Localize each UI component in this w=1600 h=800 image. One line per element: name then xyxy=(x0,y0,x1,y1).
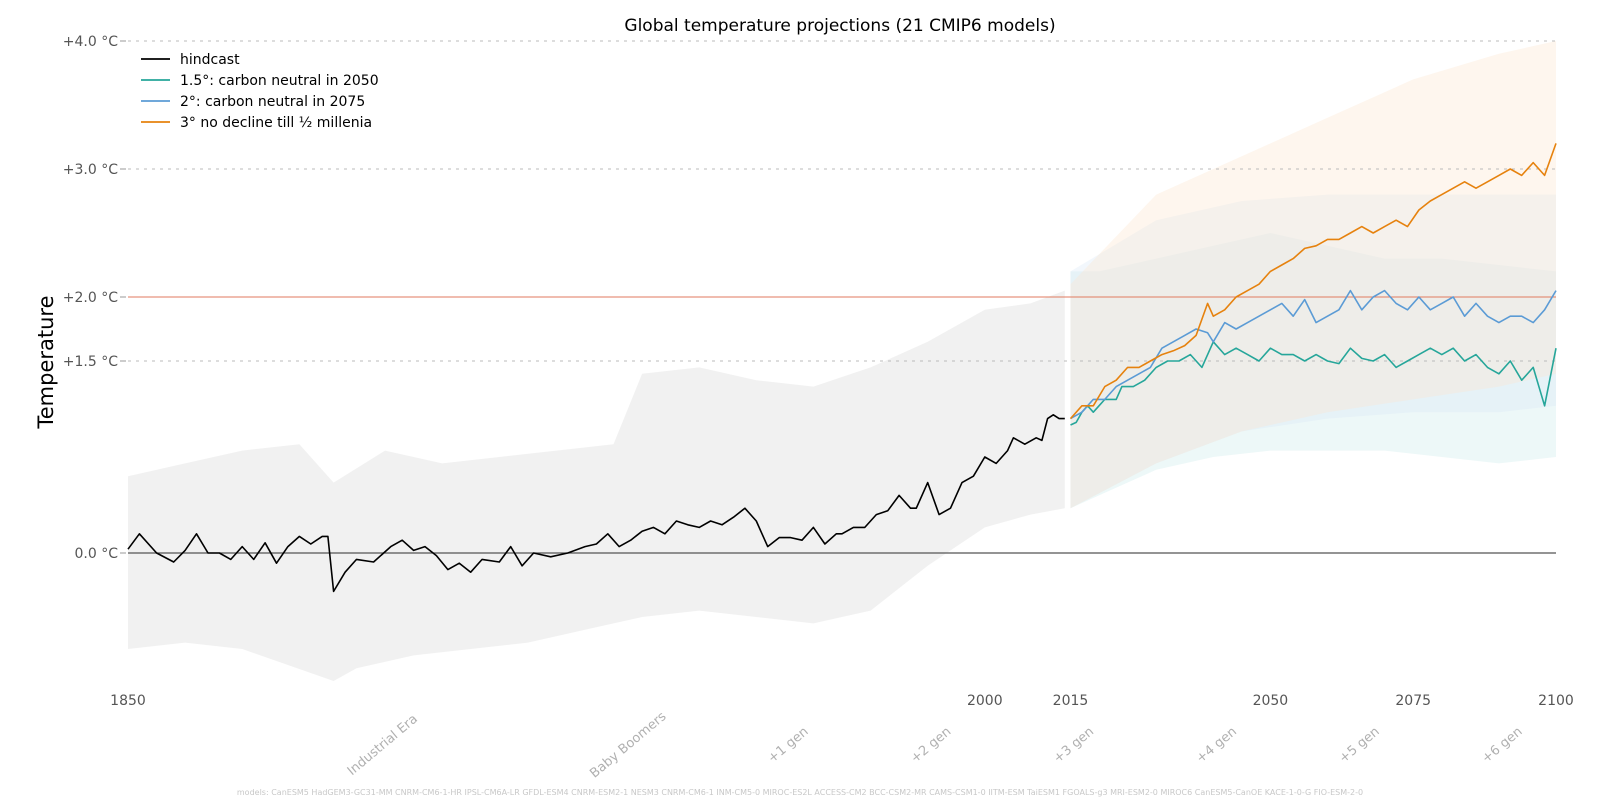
era-label: +1 gen xyxy=(765,724,811,766)
era-label: +6 gen xyxy=(1479,724,1525,766)
x-tick-labels: 1850 2000 2015 2050 2075 2100 xyxy=(110,693,1574,709)
series-lines xyxy=(127,143,1557,593)
series-line-hindcast xyxy=(127,414,1065,593)
era-label: +4 gen xyxy=(1194,724,1240,766)
y-tick-label: +3.0 °C xyxy=(63,162,118,178)
x-tick-label: 2015 xyxy=(1053,693,1089,709)
legend-label-hindcast: hindcast xyxy=(180,52,240,68)
y-tick-label: +2.0 °C xyxy=(63,290,118,306)
x-tick-label: 2075 xyxy=(1395,693,1431,709)
era-label: +3 gen xyxy=(1051,724,1097,766)
x-tick-label: 2000 xyxy=(967,693,1003,709)
band-hindcast xyxy=(128,290,1065,681)
y-tick-label: +4.0 °C xyxy=(63,34,118,50)
grid-lines xyxy=(128,40,1556,554)
y-axis-label: Temperature xyxy=(34,295,58,429)
legend-label-ssp126: 2°: carbon neutral in 2075 xyxy=(180,94,365,110)
x-tick-label: 2100 xyxy=(1538,693,1574,709)
y-tick-label: 0.0 °C xyxy=(75,546,119,562)
band-ssp126 xyxy=(1070,194,1556,509)
era-labels: Industrial Era Baby Boomers +1 gen +2 gen +3… xyxy=(345,709,1526,781)
series-line-ssp126 xyxy=(1070,289,1557,420)
band-ssp119 xyxy=(1070,233,1556,509)
x-tick-label: 1850 xyxy=(110,693,146,709)
band-ssp585 xyxy=(1070,41,1556,509)
models-footnote: models: CanESM5 HadGEM3-GC31-MM CNRM-CM6… xyxy=(237,788,1363,797)
x-tick-label: 2050 xyxy=(1253,693,1289,709)
era-label: +5 gen xyxy=(1336,724,1382,766)
y-tick-label: +1.5 °C xyxy=(63,354,118,370)
legend: hindcast 1.5°: carbon neutral in 2050 2°: … xyxy=(141,52,379,131)
series-line-ssp585 xyxy=(1069,143,1557,420)
chart-title: Global temperature projections (21 CMIP6… xyxy=(624,16,1055,36)
series-line-ssp119 xyxy=(1070,341,1557,426)
legend-label-ssp585: 3° no decline till ½ millenia xyxy=(180,115,372,131)
uncertainty-bands xyxy=(128,41,1556,681)
era-label: Industrial Era xyxy=(345,712,421,779)
legend-label-ssp119: 1.5°: carbon neutral in 2050 xyxy=(180,73,379,89)
era-label: +2 gen xyxy=(908,724,954,766)
y-tick-labels: +4.0 °C +3.0 °C +2.0 °C +1.5 °C 0.0 °C xyxy=(63,34,126,562)
era-label: Baby Boomers xyxy=(587,709,669,781)
